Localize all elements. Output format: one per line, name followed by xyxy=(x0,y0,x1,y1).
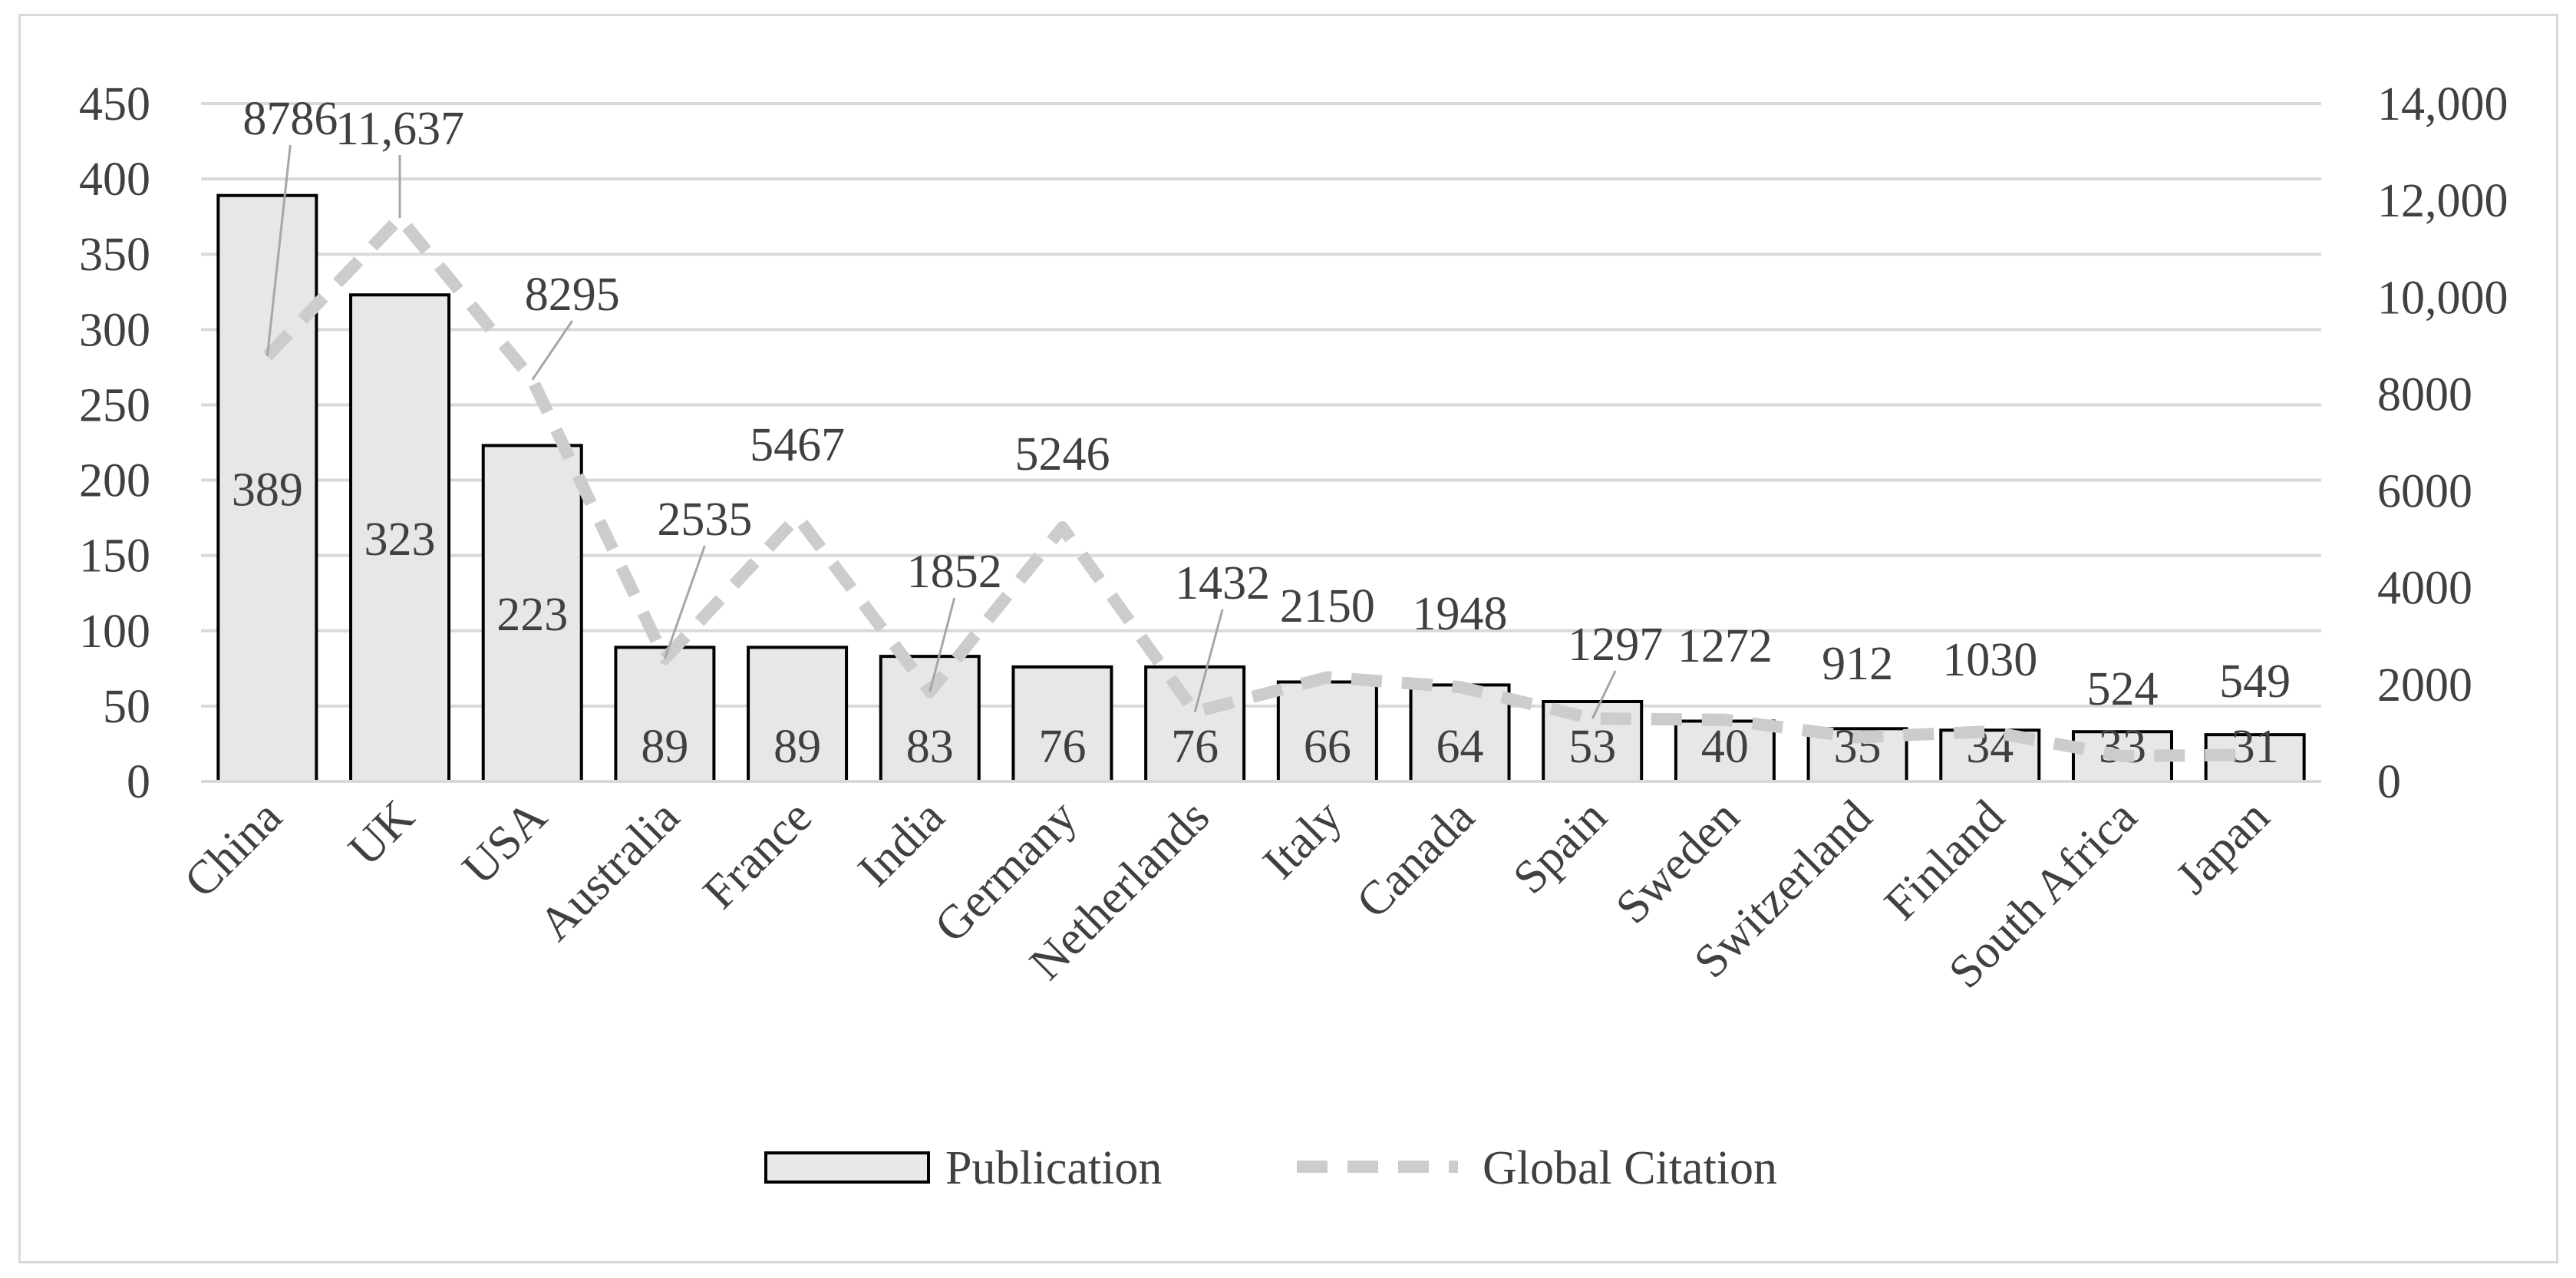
y-right-tick-label: 12,000 xyxy=(2377,175,2508,227)
line-data-label: 1030 xyxy=(1942,634,2037,686)
leader-line xyxy=(1591,670,1617,719)
y-right-tick-label: 6000 xyxy=(2377,466,2472,518)
legend-label-global-citation: Global Citation xyxy=(1483,1142,1777,1194)
bar-data-label: 89 xyxy=(773,721,821,773)
bar-data-label: 66 xyxy=(1304,721,1351,773)
line-data-label: 5467 xyxy=(750,419,845,471)
line-global-citation xyxy=(262,212,2255,762)
line-data-label: 524 xyxy=(2086,663,2158,715)
bar-data-label: 31 xyxy=(2231,721,2279,773)
x-tick-label: USA xyxy=(453,791,557,895)
line-data-label: 2150 xyxy=(1280,580,1375,632)
y-right-tick-label: 14,000 xyxy=(2377,78,2508,130)
bar-data-label: 389 xyxy=(232,464,303,516)
x-tick-label: Australia xyxy=(529,791,690,951)
x-tick-label: France xyxy=(694,791,822,919)
leader-line xyxy=(663,545,706,659)
legend-swatch-publication xyxy=(764,1151,930,1184)
bar-usa xyxy=(481,444,583,783)
bar-data-label: 323 xyxy=(364,514,436,566)
y-right-tick-label: 10,000 xyxy=(2377,272,2508,324)
x-tick-label: Japan xyxy=(2166,791,2280,904)
bar-france xyxy=(747,646,849,784)
line-data-label: 5246 xyxy=(1014,428,1110,480)
line-data-label: 11,637 xyxy=(335,103,464,155)
line-data-label: 912 xyxy=(1822,638,1893,690)
x-tick-label: Spain xyxy=(1503,791,1617,904)
x-tick-label: China xyxy=(174,791,292,908)
bar-sweden xyxy=(1674,719,1776,783)
line-data-label: 1297 xyxy=(1568,619,1663,671)
line-data-label: 1948 xyxy=(1413,588,1508,640)
bar-data-label: 76 xyxy=(1038,721,1086,773)
leader-line xyxy=(1193,609,1224,713)
y-right-tick-label: 0 xyxy=(2377,756,2401,808)
line-data-label: 1272 xyxy=(1677,620,1773,672)
x-tick-label: Canada xyxy=(1347,791,1485,929)
bar-china xyxy=(216,193,318,783)
leader-line xyxy=(928,597,956,692)
bar-australia xyxy=(614,646,716,784)
bar-data-label: 76 xyxy=(1171,721,1219,773)
bar-netherlands xyxy=(1144,665,1246,783)
y-left-tick-label: 300 xyxy=(79,304,150,356)
line-data-label: 549 xyxy=(2219,656,2291,708)
bar-data-label: 35 xyxy=(1834,721,1882,773)
bar-data-label: 53 xyxy=(1568,721,1616,773)
bar-italy xyxy=(1276,680,1378,784)
line-data-label: 8786 xyxy=(242,93,338,145)
y-left-tick-label: 0 xyxy=(127,756,150,808)
leader-line xyxy=(531,320,573,381)
line-data-label: 8295 xyxy=(525,269,620,321)
line-data-label: 1852 xyxy=(907,546,1002,598)
x-tick-label: UK xyxy=(339,791,425,877)
leader-line xyxy=(266,144,292,357)
bar-data-label: 40 xyxy=(1701,721,1749,773)
bar-data-label: 83 xyxy=(906,721,954,773)
y-right-tick-label: 2000 xyxy=(2377,659,2472,712)
y-left-tick-label: 200 xyxy=(79,455,150,507)
x-tick-label: Italy xyxy=(1253,791,1351,889)
legend-label-publication: Publication xyxy=(945,1142,1162,1194)
bar-data-label: 223 xyxy=(496,589,568,641)
y-left-tick-label: 150 xyxy=(79,530,150,583)
y-left-tick-label: 250 xyxy=(79,379,150,431)
x-tick-label: India xyxy=(849,791,955,897)
y-left-tick-label: 50 xyxy=(103,681,150,733)
y-left-tick-label: 100 xyxy=(79,606,150,658)
y-right-tick-label: 8000 xyxy=(2377,368,2472,421)
y-left-tick-label: 400 xyxy=(79,154,150,206)
bar-india xyxy=(879,655,981,783)
y-left-tick-label: 450 xyxy=(79,78,150,130)
bar-data-label: 64 xyxy=(1436,721,1484,773)
line-data-label: 1432 xyxy=(1175,557,1270,609)
bar-data-label: 89 xyxy=(641,721,688,773)
y-right-tick-label: 4000 xyxy=(2377,563,2472,615)
y-left-tick-label: 350 xyxy=(79,229,150,281)
line-data-label: 2535 xyxy=(657,494,752,546)
